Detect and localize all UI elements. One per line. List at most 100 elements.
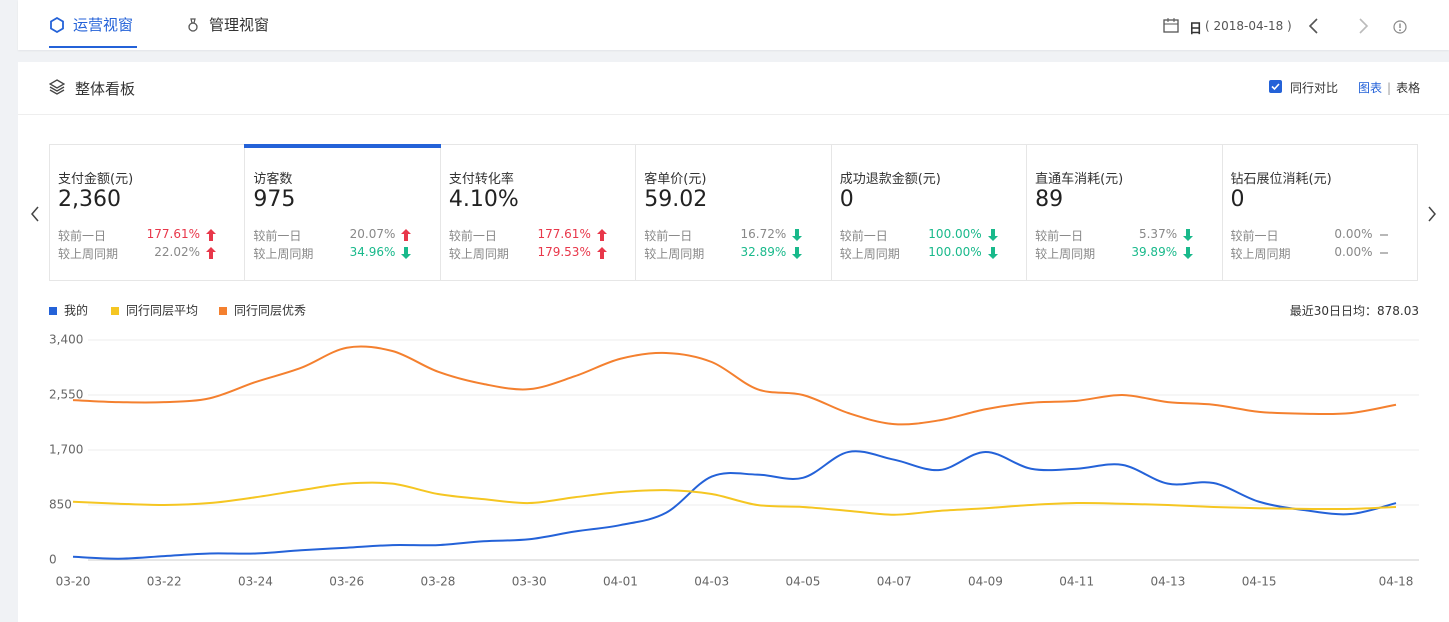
- trend-icon: [206, 247, 216, 259]
- trend-icon: [987, 229, 998, 241]
- compare-label: 较前一日: [253, 229, 302, 243]
- compare-change: 179.53%: [537, 245, 591, 259]
- panel-title: 整体看板: [75, 80, 136, 98]
- separator: |: [1387, 81, 1392, 95]
- prev-button[interactable]: [1308, 18, 1320, 34]
- compare-change: 22.02%: [154, 245, 200, 259]
- checkbox-box: [1269, 80, 1282, 93]
- cards-prev[interactable]: [29, 206, 41, 222]
- compare-row: 较前一日 100.00%: [840, 227, 1020, 243]
- view-option[interactable]: 表格: [1396, 81, 1421, 95]
- compare-row: 较上周同期 34.96%: [253, 245, 433, 261]
- panel-header: 整体看板 同行对比 图表 | 表格: [18, 62, 1449, 115]
- compare-change: 100.00%: [928, 245, 982, 259]
- compare-label: 较上周同期: [58, 247, 119, 261]
- metric-name: 支付转化率: [448, 172, 514, 187]
- metric-value: 89: [1035, 187, 1064, 212]
- metric-value: 4.10%: [448, 187, 519, 212]
- compare-change: 177.61%: [146, 227, 200, 241]
- compare-row: 较上周同期 32.89%: [644, 245, 824, 261]
- metric-value: 2,360: [58, 187, 121, 212]
- checkbox-tick: [1271, 83, 1280, 91]
- tab-icon: [50, 17, 64, 33]
- compare-change: 20.07%: [349, 227, 396, 241]
- trend-icon: [401, 229, 412, 241]
- compare-row: 较前一日 177.61%: [58, 227, 238, 243]
- compare-row: 较上周同期 39.89%: [1035, 245, 1215, 261]
- compare-row: 较前一日 5.37%: [1035, 227, 1215, 243]
- arrow-down: [792, 229, 803, 241]
- arrow-down: [987, 247, 998, 259]
- view-option[interactable]: 图表: [1358, 81, 1383, 95]
- metric-cards: 支付金额(元) 2,360 较前一日 177.61% 较上周同期 22.02% 访客数 975…: [49, 144, 1418, 281]
- arrow-up: [206, 229, 216, 241]
- checkbox[interactable]: [1269, 80, 1282, 93]
- trend-icon: [1183, 229, 1194, 241]
- trend-icon: [206, 229, 216, 241]
- arrow-up: [206, 247, 216, 259]
- compare-change: 34.96%: [349, 245, 396, 259]
- trend-icon: [1379, 234, 1388, 236]
- checkbox-label[interactable]: 同行对比: [1290, 81, 1339, 95]
- compare-row: 较上周同期 179.53%: [449, 245, 629, 261]
- compare-row: 较上周同期 22.02%: [58, 245, 238, 261]
- compare-label: 较上周同期: [448, 247, 509, 261]
- compare-label: 较前一日: [644, 229, 693, 243]
- metric-name: 直通车消耗(元): [1035, 172, 1124, 187]
- metric-card[interactable]: 直通车消耗(元) 89 较前一日 5.37% 较上周同期 39.89%: [1027, 145, 1223, 280]
- metric-card[interactable]: 客单价(元) 59.02 较前一日 16.72% 较上周同期 32.89%: [636, 145, 832, 280]
- metric-name: 客单价(元): [644, 172, 707, 187]
- cards-next[interactable]: [1426, 206, 1438, 222]
- metric-name: 支付金额(元): [58, 172, 134, 187]
- trend-icon: [401, 247, 412, 259]
- compare-label: 较前一日: [1035, 229, 1084, 243]
- arrow-up: [596, 247, 607, 259]
- tab[interactable]: 管理视窗: [209, 16, 270, 34]
- layers-icon: [49, 79, 65, 95]
- metric-value: 0: [839, 187, 854, 212]
- trend-icon: [596, 229, 607, 241]
- compare-label: 较上周同期: [253, 247, 314, 261]
- arrow-down: [401, 247, 412, 259]
- compare-label: 较前一日: [839, 229, 888, 243]
- compare-change: 5.37%: [1138, 227, 1178, 241]
- compare-change: 100.00%: [928, 227, 982, 241]
- arrow-down: [1183, 247, 1194, 259]
- info-icon[interactable]: [1393, 20, 1407, 34]
- metric-card[interactable]: 支付金额(元) 2,360 较前一日 177.61% 较上周同期 22.02%: [50, 145, 246, 280]
- trend-icon: [1183, 247, 1194, 259]
- compare-change: 0.00%: [1334, 245, 1373, 259]
- trend-icon: [596, 247, 607, 259]
- compare-change: 0.00%: [1334, 227, 1373, 241]
- compare-row: 较上周同期 0.00%: [1231, 245, 1411, 261]
- metric-name: 访客数: [253, 172, 293, 187]
- compare-label: 较前一日: [1230, 229, 1279, 243]
- compare-label: 较上周同期: [1035, 247, 1096, 261]
- trend-icon: [792, 247, 803, 259]
- metric-card[interactable]: 钻石展位消耗(元) 0 较前一日 0.00% 较上周同期 0.00%: [1223, 145, 1417, 280]
- compare-row: 较前一日 0.00%: [1231, 227, 1411, 243]
- metric-value: 59.02: [644, 187, 708, 212]
- compare-label: 较上周同期: [1230, 247, 1291, 261]
- arrow-down: [1183, 229, 1194, 241]
- compare-row: 较前一日 177.61%: [449, 227, 629, 243]
- metric-name: 钻石展位消耗(元): [1230, 172, 1332, 187]
- compare-change: 16.72%: [740, 227, 787, 241]
- arrow-down: [987, 229, 998, 241]
- trend-icon: [987, 247, 998, 259]
- tab[interactable]: 运营视窗: [49, 14, 137, 48]
- metric-value: 0: [1230, 187, 1245, 212]
- date: ( 2018-04-18 ): [1205, 19, 1292, 33]
- next-button[interactable]: [1357, 18, 1369, 34]
- metric-card[interactable]: 成功退款金额(元) 0 较前一日 100.00% 较上周同期 100.00%: [832, 145, 1028, 280]
- compare-row: 较上周同期 100.00%: [840, 245, 1020, 261]
- top-bar: 运营视窗 管理视窗 日 ( 2018-04-18 ): [18, 0, 1449, 50]
- compare-label: 较上周同期: [644, 247, 705, 261]
- metric-card[interactable]: 支付转化率 4.10% 较前一日 177.61% 较上周同期 179.53%: [441, 145, 637, 280]
- calendar-icon[interactable]: [1163, 18, 1179, 33]
- compare-change: 177.61%: [537, 227, 591, 241]
- compare-change: 39.89%: [1131, 245, 1178, 259]
- view-switch: 图表 | 表格: [1358, 79, 1420, 96]
- metric-card[interactable]: 访客数 975 较前一日 20.07% 较上周同期 34.96%: [244, 144, 442, 280]
